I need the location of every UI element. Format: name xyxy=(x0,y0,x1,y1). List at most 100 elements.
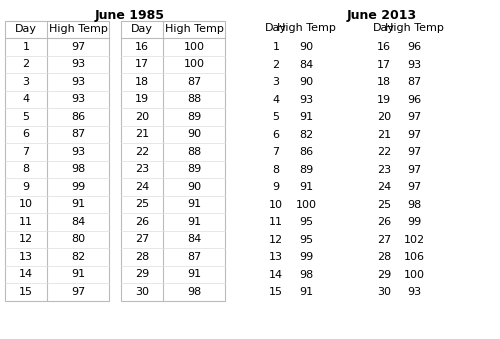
Text: 5: 5 xyxy=(22,112,30,122)
Text: 14: 14 xyxy=(269,270,283,280)
Text: 91: 91 xyxy=(299,287,313,297)
Text: 13: 13 xyxy=(19,252,33,262)
Text: 97: 97 xyxy=(407,165,421,175)
Text: 9: 9 xyxy=(272,182,280,192)
Text: 21: 21 xyxy=(377,130,391,140)
Text: 10: 10 xyxy=(269,200,283,210)
Text: 91: 91 xyxy=(71,199,85,209)
Text: 93: 93 xyxy=(71,77,85,87)
Text: 24: 24 xyxy=(377,182,391,192)
Text: 11: 11 xyxy=(269,217,283,227)
Text: 97: 97 xyxy=(407,130,421,140)
Text: 22: 22 xyxy=(135,147,149,157)
Text: 9: 9 xyxy=(22,182,30,192)
Text: 18: 18 xyxy=(135,77,149,87)
Text: 97: 97 xyxy=(407,112,421,122)
Text: High Temp: High Temp xyxy=(276,23,336,33)
Text: 20: 20 xyxy=(135,112,149,122)
Text: 29: 29 xyxy=(377,270,391,280)
Text: 93: 93 xyxy=(407,60,421,70)
Text: 84: 84 xyxy=(299,60,313,70)
Text: 23: 23 xyxy=(377,165,391,175)
Text: 88: 88 xyxy=(187,94,201,104)
Text: 91: 91 xyxy=(299,182,313,192)
Text: 15: 15 xyxy=(269,287,283,297)
Text: 100: 100 xyxy=(184,42,204,52)
Text: 6: 6 xyxy=(272,130,280,140)
Text: 88: 88 xyxy=(187,147,201,157)
Text: 91: 91 xyxy=(299,112,313,122)
Text: 89: 89 xyxy=(187,164,201,174)
Text: Day: Day xyxy=(15,24,37,35)
Text: 16: 16 xyxy=(377,42,391,52)
Text: 28: 28 xyxy=(135,252,149,262)
Text: 100: 100 xyxy=(404,270,424,280)
Text: June 1985: June 1985 xyxy=(95,9,165,22)
Text: Day: Day xyxy=(265,23,287,33)
Text: 90: 90 xyxy=(299,77,313,87)
Text: 100: 100 xyxy=(184,59,204,69)
Text: 30: 30 xyxy=(377,287,391,297)
Text: 91: 91 xyxy=(187,269,201,279)
Text: High Temp: High Temp xyxy=(48,24,108,35)
Text: 86: 86 xyxy=(299,147,313,157)
Text: 27: 27 xyxy=(377,235,391,245)
Text: 99: 99 xyxy=(299,252,313,262)
Text: 8: 8 xyxy=(272,165,280,175)
Text: 99: 99 xyxy=(407,217,421,227)
Text: 8: 8 xyxy=(22,164,30,174)
Text: 26: 26 xyxy=(135,217,149,227)
Text: 12: 12 xyxy=(269,235,283,245)
Text: 87: 87 xyxy=(187,77,201,87)
Text: 28: 28 xyxy=(377,252,391,262)
Text: 19: 19 xyxy=(377,95,391,105)
Text: 5: 5 xyxy=(272,112,280,122)
Text: 97: 97 xyxy=(407,182,421,192)
Text: 91: 91 xyxy=(71,269,85,279)
Text: 21: 21 xyxy=(135,129,149,139)
Text: 106: 106 xyxy=(404,252,424,262)
Text: 10: 10 xyxy=(19,199,33,209)
Text: 26: 26 xyxy=(377,217,391,227)
Text: 24: 24 xyxy=(135,182,149,192)
Text: 86: 86 xyxy=(71,112,85,122)
Text: 98: 98 xyxy=(187,287,201,297)
Text: 1: 1 xyxy=(272,42,280,52)
Text: 87: 87 xyxy=(71,129,85,139)
Text: 20: 20 xyxy=(377,112,391,122)
Text: 97: 97 xyxy=(407,147,421,157)
Text: 80: 80 xyxy=(71,234,85,244)
Text: 89: 89 xyxy=(187,112,201,122)
Text: 23: 23 xyxy=(135,164,149,174)
Text: 84: 84 xyxy=(187,234,201,244)
Text: 15: 15 xyxy=(19,287,33,297)
Text: Day: Day xyxy=(373,23,395,33)
Text: 11: 11 xyxy=(19,217,33,227)
Text: 82: 82 xyxy=(71,252,85,262)
Text: 2: 2 xyxy=(272,60,280,70)
Text: 93: 93 xyxy=(71,59,85,69)
Text: 96: 96 xyxy=(407,95,421,105)
Text: 102: 102 xyxy=(404,235,424,245)
Text: Day: Day xyxy=(131,24,153,35)
Text: 90: 90 xyxy=(299,42,313,52)
Text: 87: 87 xyxy=(187,252,201,262)
Text: 93: 93 xyxy=(407,287,421,297)
Text: 95: 95 xyxy=(299,235,313,245)
Text: 1: 1 xyxy=(22,42,30,52)
Text: 19: 19 xyxy=(135,94,149,104)
Text: 90: 90 xyxy=(187,129,201,139)
Text: 2: 2 xyxy=(22,59,30,69)
Text: 4: 4 xyxy=(272,95,280,105)
Text: 97: 97 xyxy=(71,42,85,52)
Text: 22: 22 xyxy=(377,147,391,157)
Text: 17: 17 xyxy=(377,60,391,70)
Text: 4: 4 xyxy=(22,94,30,104)
Text: 3: 3 xyxy=(22,77,30,87)
Text: 93: 93 xyxy=(71,94,85,104)
Bar xyxy=(5,21,109,300)
Text: 99: 99 xyxy=(71,182,85,192)
Text: 16: 16 xyxy=(135,42,149,52)
Text: 12: 12 xyxy=(19,234,33,244)
Text: 91: 91 xyxy=(187,199,201,209)
